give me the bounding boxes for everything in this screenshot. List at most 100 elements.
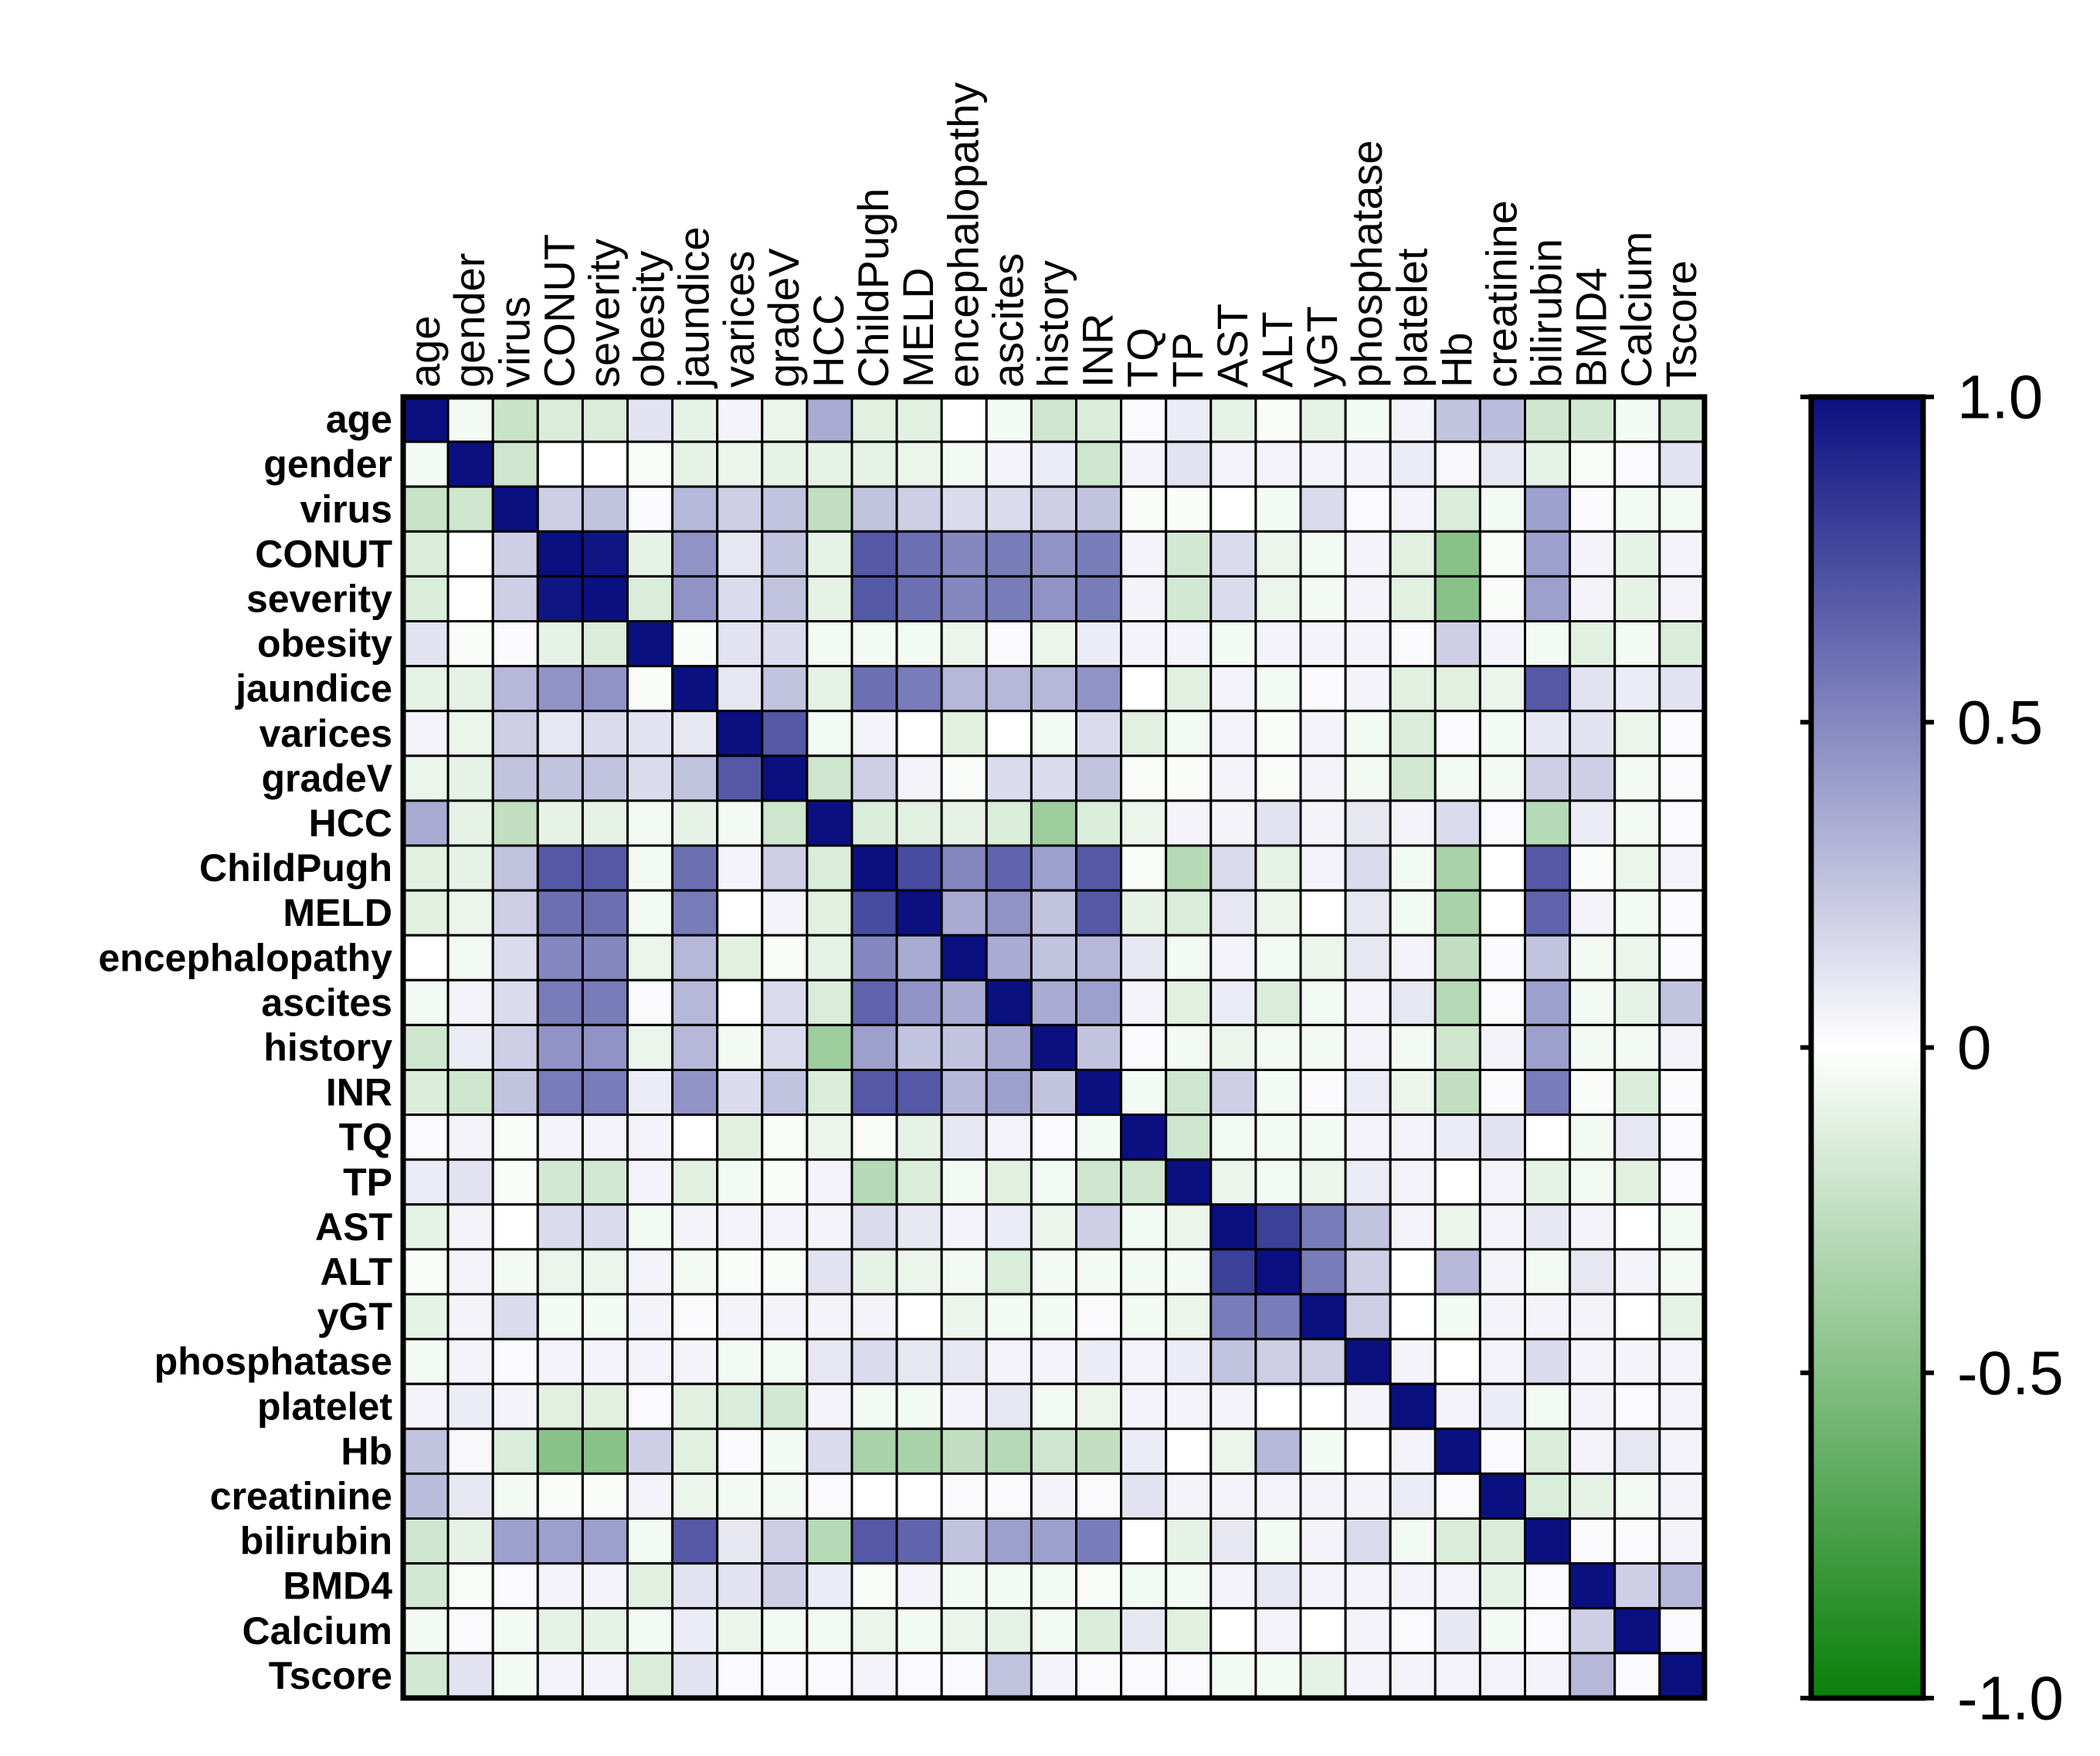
heatmap-cell-jaundice-creatinine [1478,665,1527,713]
heatmap-cell-obesity-AST [1209,620,1257,668]
x-tick-label-bilirubin: bilirubin [1522,239,1571,388]
heatmap-cell-bilirubin-gender [446,1517,494,1565]
heatmap-cell-history-AST [1209,1023,1257,1072]
heatmap-cell-platelet-Calcium [1613,1382,1661,1430]
heatmap-cell-severity-platelet [1389,575,1437,623]
heatmap-cell-gender-gradeV [761,440,809,488]
heatmap-cell-gender-INR [1075,440,1123,488]
heatmap-cell-varices-Tscore [1658,710,1706,758]
heatmap-cell-TQ-history [1030,1114,1078,1161]
heatmap-cell-history-phosphatase [1344,1023,1392,1072]
heatmap-cell-AST-ALT [1254,1203,1302,1251]
heatmap-cell-phosphatase-virus [491,1337,539,1385]
heatmap-cell-Tscore-history [1030,1652,1078,1700]
heatmap-cell-BMD4-AST [1209,1562,1257,1610]
heatmap-cell-obesity-ChildPugh [850,620,898,668]
heatmap-cell-BMD4-obesity [626,1562,674,1610]
heatmap-cell-HCC-MELD [895,799,943,847]
heatmap-cell-ALT-ChildPugh [850,1248,898,1296]
heatmap-cell-BMD4-TQ [1120,1562,1168,1610]
heatmap-cell-obesity-encephalopathy [940,620,988,668]
heatmap-cell-jaundice-BMD4 [1569,665,1617,713]
heatmap-cell-Calcium-TP [1165,1607,1213,1655]
heatmap-cell-CONUT-yGT [1299,530,1347,578]
heatmap-cell-severity-TP [1165,575,1213,623]
heatmap-cell-MELD-history [1030,889,1078,937]
heatmap-cell-ChildPugh-BMD4 [1569,844,1617,892]
heatmap-cell-AST-AST [1209,1203,1257,1251]
heatmap-cell-ALT-obesity [626,1248,674,1296]
y-tick-label-ChildPugh: ChildPugh [199,846,392,890]
heatmap-cell-INR-obesity [626,1069,674,1117]
heatmap-cell-phosphatase-age [402,1337,450,1385]
heatmap-cell-age-Hb [1433,395,1481,443]
heatmap-cell-Tscore-INR [1075,1652,1123,1700]
heatmap-cell-jaundice-INR [1075,665,1123,713]
heatmap-cell-severity-MELD [895,575,943,623]
y-tick-label-TQ: TQ [339,1116,392,1159]
heatmap-cell-HCC-INR [1075,799,1123,847]
heatmap-cell-AST-bilirubin [1524,1203,1572,1251]
heatmap-cell-Calcium-severity [581,1607,629,1655]
heatmap-cell-jaundice-ChildPugh [850,665,898,713]
heatmap-cell-history-BMD4 [1569,1023,1617,1072]
heatmap-cell-BMD4-creatinine [1478,1562,1527,1610]
heatmap-cell-ALT-encephalopathy [940,1248,988,1296]
heatmap-cell-BMD4-MELD [895,1562,943,1610]
heatmap-cell-CONUT-age [402,530,450,578]
heatmap-cell-TP-gender [446,1158,494,1206]
color-scale-bar: 1.0 0.5 0 -0.5 -1.0 [1800,363,2064,1733]
heatmap-cell-gradeV-virus [491,754,539,802]
heatmap-cell-ChildPugh-TP [1165,844,1213,892]
heatmap-cell-Tscore-phosphatase [1344,1652,1392,1700]
heatmap-cell-severity-AST [1209,575,1257,623]
heatmap-cell-history-HCC [806,1023,853,1072]
heatmap-cell-Hb-TP [1165,1427,1213,1475]
heatmap-cell-history-obesity [626,1023,674,1072]
heatmap-cell-TQ-platelet [1389,1114,1437,1161]
heatmap-cell-ALT-Tscore [1658,1248,1706,1296]
heatmap-cell-MELD-Tscore [1658,889,1706,937]
heatmap-cell-virus-AST [1209,485,1257,533]
heatmap-cell-age-INR [1075,395,1123,443]
heatmap-cell-gender-ascites [985,440,1033,488]
heatmap-cell-virus-age [402,485,450,533]
heatmap-cell-HCC-CONUT [536,799,584,847]
heatmap-cell-severity-encephalopathy [940,575,988,623]
heatmap-cell-yGT-platelet [1389,1293,1437,1341]
heatmap-cell-platelet-age [402,1382,450,1430]
heatmap-cell-encephalopathy-gradeV [761,934,809,981]
heatmap-cell-age-yGT [1299,395,1347,443]
heatmap-cell-BMD4-ALT [1254,1562,1302,1610]
heatmap-cell-Tscore-varices [716,1652,764,1700]
heatmap-cell-phosphatase-MELD [895,1337,943,1385]
heatmap-cell-age-severity [581,395,629,443]
heatmap-cell-INR-bilirubin [1524,1069,1572,1117]
heatmap-cell-severity-TQ [1120,575,1168,623]
heatmap-cell-INR-gender [446,1069,494,1117]
heatmap-cell-Tscore-obesity [626,1652,674,1700]
heatmap-cell-gradeV-varices [716,754,764,802]
heatmap-cell-AST-varices [716,1203,764,1251]
heatmap-cell-ascites-BMD4 [1569,978,1617,1026]
heatmap-cell-gradeV-Tscore [1658,754,1706,802]
heatmap-cell-TQ-HCC [806,1114,853,1161]
heatmap-cell-platelet-virus [491,1382,539,1430]
heatmap-cell-Hb-platelet [1389,1427,1437,1475]
heatmap-cell-severity-varices [716,575,764,623]
heatmap-cell-Calcium-INR [1075,1607,1123,1655]
heatmap-cell-severity-ALT [1254,575,1302,623]
heatmap-cell-Hb-phosphatase [1344,1427,1392,1475]
heatmap-cell-creatinine-encephalopathy [940,1472,988,1520]
heatmap-cell-ascites-TP [1165,978,1213,1026]
x-tick-label-age: age [400,316,449,388]
heatmap-cell-obesity-creatinine [1478,620,1527,668]
heatmap-cell-severity-yGT [1299,575,1347,623]
heatmap-cell-ascites-history [1030,978,1078,1026]
heatmap-cell-AST-BMD4 [1569,1203,1617,1251]
heatmap-cell-history-yGT [1299,1023,1347,1072]
y-tick-label-gender: gender [263,442,392,486]
heatmap-cell-platelet-obesity [626,1382,674,1430]
heatmap-cell-AST-Calcium [1613,1203,1661,1251]
heatmap-cell-Tscore-Calcium [1613,1652,1661,1700]
